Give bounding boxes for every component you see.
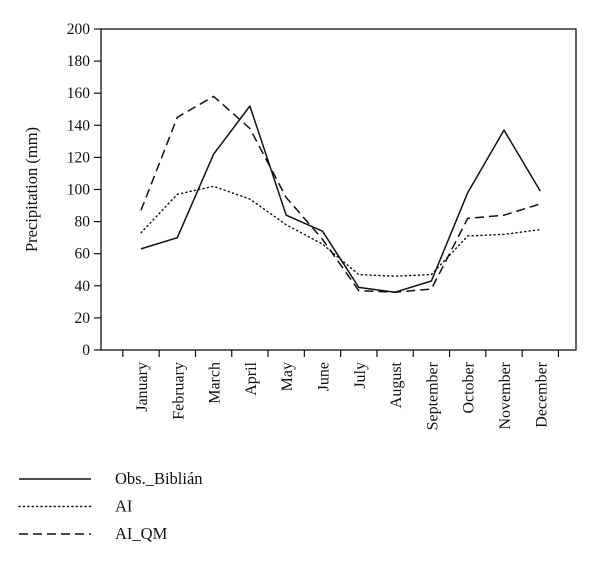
- plot-frame: [100, 28, 577, 351]
- x-tick-label: June: [316, 362, 333, 391]
- series-lines: [140, 95, 541, 293]
- series-line-ai: [140, 185, 541, 277]
- y-tick-label: 180: [67, 53, 91, 70]
- axes: 0 20 40 60 80 100 120 140 160 180 200 January Februa…: [22, 21, 577, 430]
- series-line-ai-qm: [140, 95, 541, 293]
- legend-label: AI_QM: [115, 524, 168, 543]
- legend-label: Obs._Biblián: [115, 469, 203, 488]
- x-tick-label: September: [424, 361, 441, 430]
- legend-label: AI: [115, 497, 132, 516]
- x-tick-label: July: [352, 362, 369, 389]
- x-tick-label: May: [279, 362, 296, 391]
- y-tick-label: 60: [75, 246, 91, 263]
- y-tick-label: 120: [67, 149, 91, 166]
- x-tick-label: December: [533, 361, 550, 427]
- x-tick-label: February: [170, 362, 187, 420]
- y-axis-title: Precipitation (mm): [22, 127, 41, 252]
- y-tick-label: 140: [67, 117, 91, 134]
- y-tick-label: 200: [67, 21, 91, 38]
- x-tick-label: October: [461, 361, 478, 413]
- x-tick-label: April: [243, 361, 260, 395]
- x-tick-label: November: [497, 361, 514, 429]
- legend: Obs._Biblián AI AI_QM: [18, 469, 203, 543]
- y-tick-label: 160: [67, 85, 91, 102]
- y-tick-label: 0: [82, 342, 90, 359]
- y-tick-label: 20: [75, 310, 91, 327]
- x-tick-label: January: [134, 362, 151, 412]
- x-tick-label: August: [388, 361, 405, 408]
- x-tick-label: March: [207, 362, 224, 404]
- y-tick-label: 100: [67, 182, 91, 199]
- y-tick-label: 80: [75, 214, 91, 231]
- y-tick-label: 40: [75, 278, 91, 295]
